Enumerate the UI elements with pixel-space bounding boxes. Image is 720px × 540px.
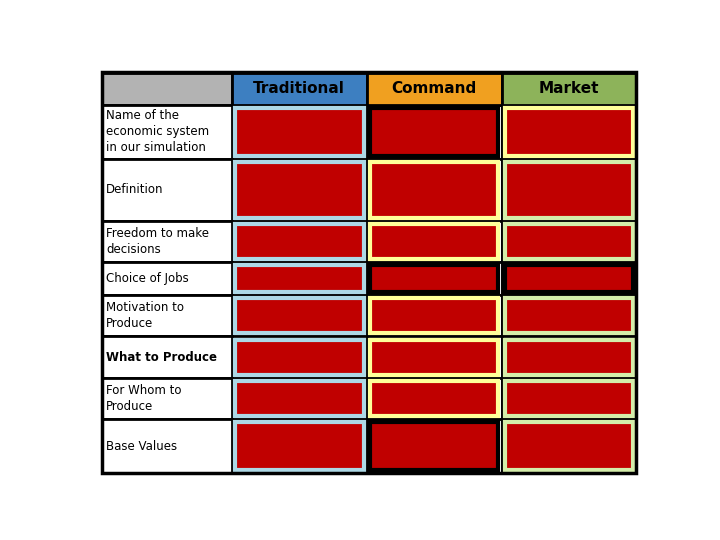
Bar [235, 265, 364, 292]
Bar [370, 381, 498, 416]
Text: Definition: Definition [107, 183, 163, 196]
Bar [102, 336, 232, 378]
Text: Base Values: Base Values [107, 440, 177, 453]
Bar [102, 262, 232, 295]
Bar [102, 295, 232, 336]
Bar [235, 224, 364, 259]
Bar [366, 72, 502, 105]
Bar [366, 378, 502, 419]
Text: Traditional: Traditional [253, 81, 345, 96]
Bar [102, 221, 232, 262]
Text: Choice of Jobs: Choice of Jobs [107, 272, 189, 285]
Bar [232, 419, 366, 473]
Bar [502, 419, 636, 473]
Bar [502, 336, 636, 378]
Bar [505, 298, 634, 333]
Bar [505, 108, 634, 156]
Bar [366, 159, 502, 221]
Bar [370, 224, 498, 259]
Bar [232, 295, 366, 336]
Text: What to Produce: What to Produce [107, 350, 217, 363]
Bar [366, 419, 502, 473]
Text: For Whom to
Produce: For Whom to Produce [107, 384, 181, 413]
Bar [505, 340, 634, 375]
Bar [235, 422, 364, 470]
Bar [235, 108, 364, 156]
Text: Freedom to make
decisions: Freedom to make decisions [107, 227, 210, 256]
Bar [232, 159, 366, 221]
Bar [370, 265, 498, 292]
Bar [102, 378, 232, 419]
Bar [232, 336, 366, 378]
Bar [370, 298, 498, 333]
Bar [370, 161, 498, 218]
Bar [235, 340, 364, 375]
Bar [102, 105, 232, 159]
Bar [370, 340, 498, 375]
Bar [502, 105, 636, 159]
Bar [505, 422, 634, 470]
Bar [370, 108, 498, 156]
Bar [502, 221, 636, 262]
Bar [102, 159, 232, 221]
Bar [232, 378, 366, 419]
Bar [502, 72, 636, 105]
Bar [235, 298, 364, 333]
Bar [502, 262, 636, 295]
Bar [102, 72, 232, 105]
Bar [366, 105, 502, 159]
Bar [232, 72, 366, 105]
Text: Command: Command [392, 81, 477, 96]
Bar [232, 221, 366, 262]
Text: Motivation to
Produce: Motivation to Produce [107, 301, 184, 330]
Bar [505, 161, 634, 218]
Bar [232, 105, 366, 159]
Bar [366, 295, 502, 336]
Bar [502, 378, 636, 419]
Bar [366, 262, 502, 295]
Bar [505, 381, 634, 416]
Bar [370, 422, 498, 470]
Bar [102, 419, 232, 473]
Bar [502, 159, 636, 221]
Text: Market: Market [539, 81, 599, 96]
Text: Name of the
economic system
in our simulation: Name of the economic system in our simul… [107, 109, 210, 154]
Bar [366, 221, 502, 262]
Bar [505, 265, 634, 292]
Bar [232, 262, 366, 295]
Bar [505, 224, 634, 259]
Bar [235, 381, 364, 416]
Bar [502, 295, 636, 336]
Bar [366, 336, 502, 378]
Bar [235, 161, 364, 218]
